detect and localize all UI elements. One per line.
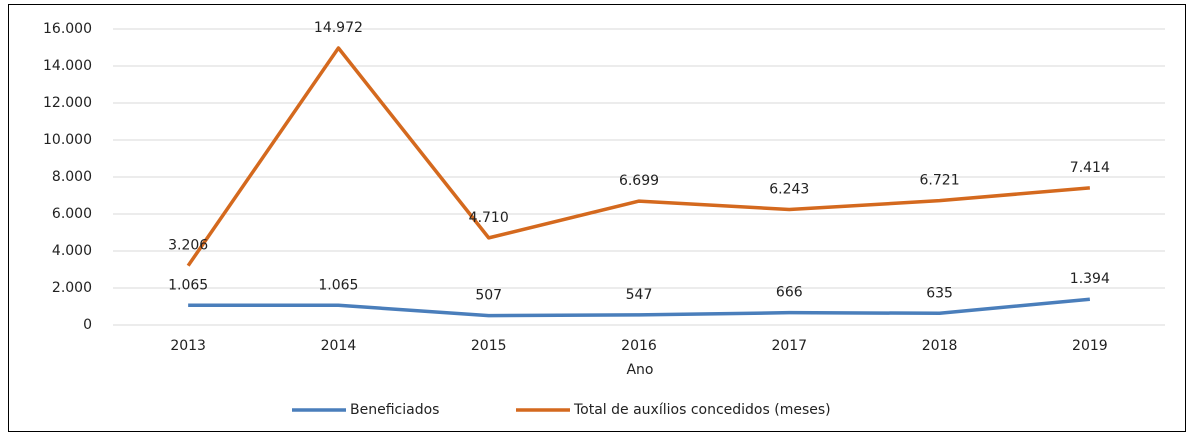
y-tick-label: 8.000 xyxy=(52,169,92,185)
data-label: 507 xyxy=(475,288,502,304)
data-label: 1.065 xyxy=(318,277,358,293)
data-label: 4.710 xyxy=(469,210,509,226)
series-line xyxy=(188,297,1091,318)
y-tick-label: 0 xyxy=(83,317,92,333)
data-label: 7.414 xyxy=(1070,160,1110,176)
chart-frame xyxy=(8,4,1186,432)
data-label: 635 xyxy=(926,285,953,301)
legend-label: Total de auxílios concedidos (meses) xyxy=(573,402,831,418)
series-line xyxy=(186,46,1091,267)
y-tick-label: 4.000 xyxy=(52,243,92,259)
y-tick-label: 14.000 xyxy=(43,58,92,74)
data-label: 1.065 xyxy=(168,277,208,293)
y-tick-label: 6.000 xyxy=(52,206,92,222)
x-tick-label: 2015 xyxy=(471,338,507,354)
data-label: 6.243 xyxy=(769,182,809,198)
data-label: 547 xyxy=(626,287,653,303)
data-label: 666 xyxy=(776,285,803,301)
y-tick-label: 2.000 xyxy=(52,280,92,296)
legend-label: Beneficiados xyxy=(350,402,439,418)
x-tick-label: 2014 xyxy=(321,338,357,354)
y-tick-label: 10.000 xyxy=(43,132,92,148)
x-tick-label: 2016 xyxy=(621,338,657,354)
data-label: 3.206 xyxy=(168,238,208,254)
y-tick-label: 16.000 xyxy=(43,21,92,37)
x-axis-label: Ano xyxy=(626,362,653,378)
data-label: 1.394 xyxy=(1070,271,1110,287)
y-tick-label: 12.000 xyxy=(43,95,92,111)
x-tick-label: 2017 xyxy=(771,338,807,354)
data-label: 6.699 xyxy=(619,173,659,189)
x-tick-label: 2019 xyxy=(1072,338,1108,354)
x-tick-label: 2018 xyxy=(922,338,958,354)
x-tick-label: 2013 xyxy=(170,338,206,354)
data-label: 14.972 xyxy=(314,20,363,36)
data-label: 6.721 xyxy=(920,173,960,189)
